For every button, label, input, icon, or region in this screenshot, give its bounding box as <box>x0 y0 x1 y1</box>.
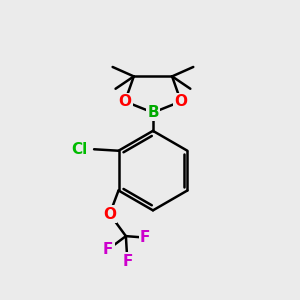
Text: Cl: Cl <box>71 142 88 157</box>
Text: O: O <box>118 94 131 109</box>
Text: O: O <box>174 94 188 109</box>
Text: B: B <box>147 105 159 120</box>
Text: F: F <box>140 230 150 245</box>
Text: O: O <box>103 206 116 221</box>
Text: F: F <box>122 254 133 269</box>
Text: F: F <box>103 242 113 257</box>
